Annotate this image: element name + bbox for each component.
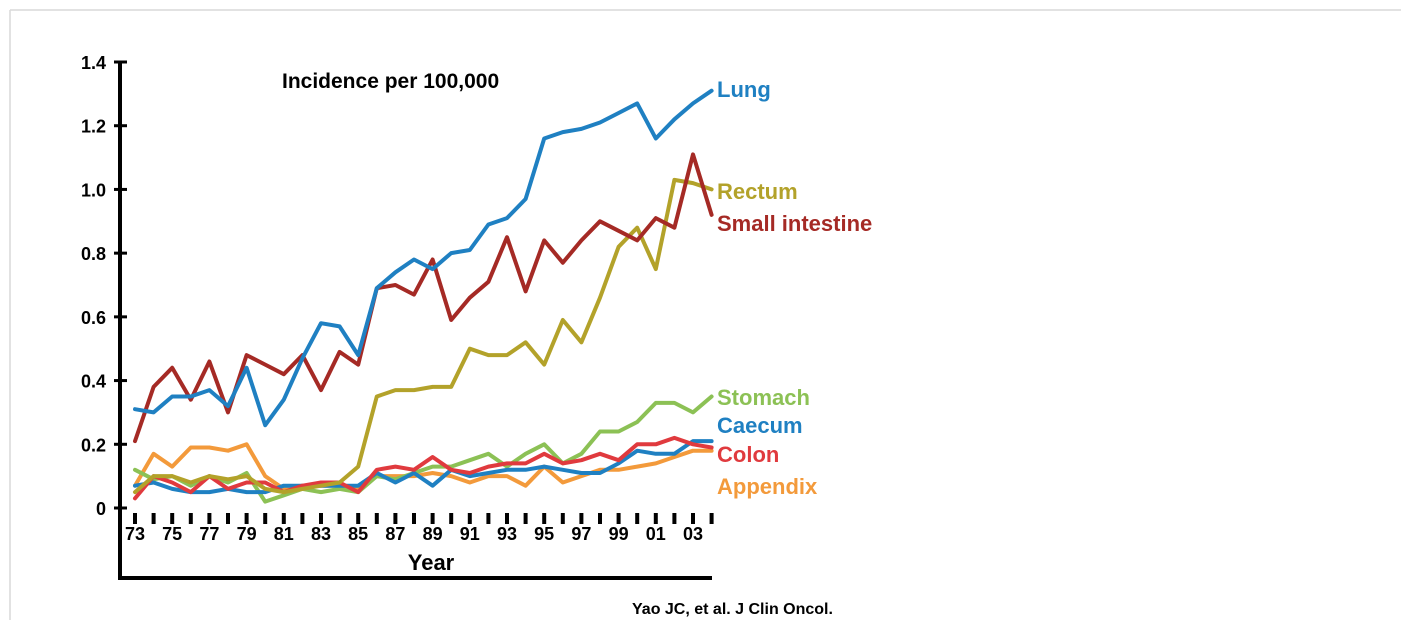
x-tick-label: 93 — [497, 524, 517, 544]
x-tick-label: 91 — [460, 524, 480, 544]
y-tick-label: 0.6 — [81, 308, 106, 328]
x-tick-label: 97 — [571, 524, 591, 544]
source-citation: Yao JC, et al. J Clin Oncol. — [632, 601, 833, 618]
series-label-small-intestine: Small intestine — [717, 211, 872, 236]
x-tick-label: 99 — [609, 524, 629, 544]
x-tick-label: 01 — [646, 524, 666, 544]
y-tick-label: 1.0 — [81, 180, 106, 200]
series-label-rectum: Rectum — [717, 179, 798, 204]
x-tick-label: 95 — [534, 524, 554, 544]
x-tick-label: 03 — [683, 524, 703, 544]
x-tick-label: 81 — [274, 524, 294, 544]
series-line-colon — [133, 435, 714, 501]
x-tick-label: 87 — [385, 524, 405, 544]
y-tick-label: 1.2 — [81, 117, 106, 137]
x-tick-label: 75 — [162, 524, 182, 544]
series-line-lung — [133, 88, 714, 428]
series-label-colon: Colon — [717, 442, 779, 467]
series-line-appendix — [133, 442, 714, 491]
x-tick-label: 73 — [125, 524, 145, 544]
series-label-stomach: Stomach — [717, 385, 810, 410]
series-line-stomach — [133, 394, 714, 504]
series-labels: Lung Rectum Small intestine Stomach Caecum Co… — [717, 77, 872, 499]
y-tick-label: 0.2 — [81, 435, 106, 455]
x-axis-label: Year — [408, 550, 455, 575]
series-label-appendix: Appendix — [717, 474, 818, 499]
series-line-rectum — [133, 177, 714, 495]
x-tick-label: 89 — [423, 524, 443, 544]
y-tick-label: 0.8 — [81, 244, 106, 264]
series-label-lung: Lung — [717, 77, 771, 102]
x-tick-label: 83 — [311, 524, 331, 544]
y-tick-label: 1.4 — [81, 53, 106, 73]
y-tick-label: 0 — [96, 499, 106, 519]
series-label-caecum: Caecum — [717, 413, 803, 438]
x-tick-label: 85 — [348, 524, 368, 544]
x-axis-ticks: 73 75 77 79 81 83 85 87 89 91 93 95 97 99 01 03 — [125, 513, 714, 544]
x-tick-label: 77 — [199, 524, 219, 544]
y-tick-label: 0.4 — [81, 372, 106, 392]
x-tick-label: 79 — [237, 524, 257, 544]
y-axis-ticks: 0 0.2 0.4 0.6 0.8 1.0 1.2 1.4 — [81, 53, 127, 519]
series-lines — [133, 88, 714, 504]
chart-title: Incidence per 100,000 — [282, 70, 499, 93]
